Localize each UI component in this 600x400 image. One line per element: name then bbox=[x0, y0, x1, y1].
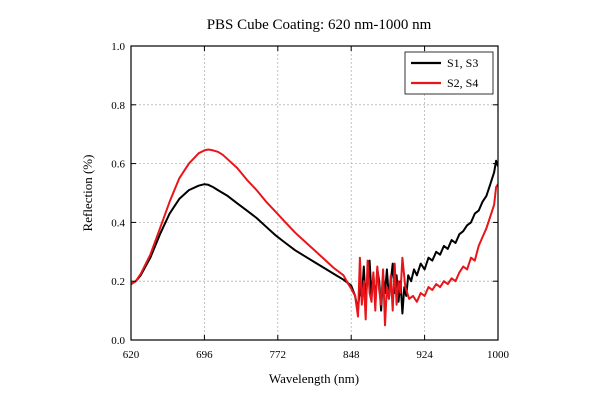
x-axis-label: Wavelength (nm) bbox=[269, 371, 359, 386]
x-tick-label: 772 bbox=[270, 349, 287, 361]
x-tick-label: 924 bbox=[416, 349, 433, 361]
legend-label-s2-s4: S2, S4 bbox=[447, 76, 478, 90]
legend-box bbox=[404, 51, 494, 95]
plot-frame bbox=[130, 45, 499, 341]
y-tick-label: 0.8 bbox=[111, 100, 125, 112]
series-line-s1-s3 bbox=[131, 159, 498, 315]
legend-label-s1-s3: S1, S3 bbox=[447, 56, 478, 70]
y-tick-label: 0.0 bbox=[111, 335, 125, 347]
chart-title: PBS Cube Coating: 620 nm-1000 nm bbox=[207, 17, 432, 33]
y-tick-label: 0.4 bbox=[111, 217, 125, 229]
x-tick-label: 696 bbox=[196, 349, 213, 361]
x-tick-label: 848 bbox=[343, 349, 360, 361]
y-tick-label: 0.6 bbox=[111, 159, 125, 171]
axis-ticks: 620 696 772 848 924 1000 0.0 0.2 0.4 0.6 0.8 1.0 bbox=[111, 41, 509, 361]
series-group bbox=[131, 148, 498, 327]
y-tick-label: 0.2 bbox=[111, 276, 125, 288]
grid-lines bbox=[131, 46, 498, 340]
legend: S1, S3 S2, S4 bbox=[404, 51, 494, 95]
x-tick-label: 620 bbox=[123, 349, 140, 361]
series-line-s2-s4 bbox=[131, 148, 498, 327]
y-tick-label: 1.0 bbox=[111, 41, 125, 53]
x-tick-label: 1000 bbox=[487, 349, 510, 361]
y-axis-label: Reflection (%) bbox=[80, 155, 95, 232]
